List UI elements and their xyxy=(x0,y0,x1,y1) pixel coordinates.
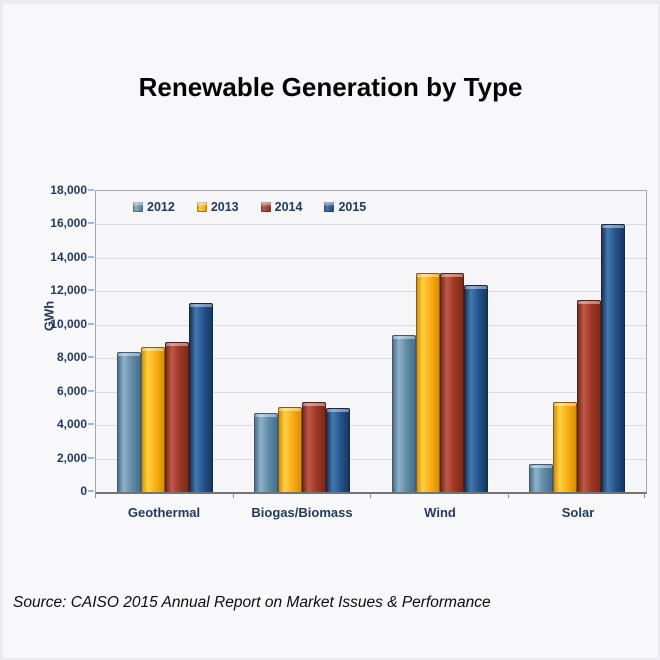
bar-2012-wind xyxy=(391,334,416,492)
x-tick-mark xyxy=(644,493,645,498)
bar-top-highlight xyxy=(165,342,188,346)
legend-swatch-2015 xyxy=(324,202,335,212)
chart-title: Renewable Generation by Type xyxy=(138,72,523,102)
gridline xyxy=(96,224,646,226)
y-tick-mark xyxy=(88,456,94,459)
legend-label: 2015 xyxy=(338,200,367,214)
bar-group-geothermal xyxy=(96,191,234,492)
y-tick-label: 12,000 xyxy=(50,283,87,298)
y-tick-label: 10,000 xyxy=(50,316,87,331)
y-tick-label: 16,000 xyxy=(50,216,87,231)
bar-top-highlight xyxy=(279,407,302,411)
gridline xyxy=(96,425,646,427)
y-tick-mark xyxy=(88,255,94,258)
gridline xyxy=(96,458,646,460)
chart-card: Renewable Generation by Type GWh 0 2,000 4… xyxy=(3,4,658,658)
legend-item-2012: 2012 xyxy=(133,200,175,214)
bar-top-highlight xyxy=(303,402,326,406)
legend-swatch-2014 xyxy=(260,202,271,212)
x-tick-mark xyxy=(370,493,371,498)
bar-2013-biogas-biomass xyxy=(278,406,303,492)
x-tick-mark xyxy=(232,493,234,498)
y-tick-mark xyxy=(88,222,94,225)
gridline xyxy=(96,257,646,259)
bar-2015-wind xyxy=(463,284,488,492)
y-tick-label: 6,000 xyxy=(56,383,87,398)
y-tick-label: 2,000 xyxy=(56,450,87,465)
bar-top-highlight xyxy=(554,402,577,406)
bar-2015-geothermal xyxy=(188,303,213,492)
legend: 2012 2013 2014 2015 xyxy=(133,200,366,214)
bar-top-highlight xyxy=(602,225,625,229)
plot-area: 2012 2013 2014 2015 xyxy=(95,190,647,494)
bar-top-highlight xyxy=(327,409,350,413)
y-tick-mark xyxy=(88,289,94,292)
bar-top-highlight xyxy=(392,335,415,339)
x-axis-label: Geothermal xyxy=(127,505,201,520)
gridline xyxy=(96,291,646,293)
legend-item-2014: 2014 xyxy=(260,200,303,214)
bar-top-highlight xyxy=(189,304,212,308)
bar-top-highlight xyxy=(255,414,278,418)
x-tick-mark xyxy=(507,493,509,498)
y-tick-label: 0 xyxy=(80,484,87,498)
bar-2013-wind xyxy=(415,272,440,492)
x-axis-labels: Geothermal Biogas/Biomass Wind Solar xyxy=(95,505,647,520)
y-axis-tick-marks xyxy=(88,189,94,492)
y-tick-mark xyxy=(88,189,94,191)
bar-2012-biogas-biomass xyxy=(254,413,279,492)
legend-item-2015: 2015 xyxy=(324,200,366,214)
bar-2015-biogas-biomass xyxy=(326,408,351,492)
bar-top-highlight xyxy=(117,352,140,356)
y-tick-mark xyxy=(88,322,94,325)
bar-2014-biogas-biomass xyxy=(302,401,327,492)
bar-2015-solar xyxy=(601,224,626,492)
legend-label: 2012 xyxy=(147,200,175,214)
x-axis-tick-marks xyxy=(95,493,647,498)
gridline xyxy=(96,391,646,393)
bar-group-solar xyxy=(509,191,647,492)
gridline xyxy=(96,324,646,326)
y-axis-tick-labels: 0 2,000 4,000 6,000 8,000 10,000 12,000 14,000 1… xyxy=(7,184,87,497)
bar-top-highlight xyxy=(440,273,463,277)
legend-swatch-2012 xyxy=(133,202,143,212)
x-tick-mark xyxy=(95,493,96,498)
bar-2013-solar xyxy=(553,401,578,492)
y-tick-mark xyxy=(88,490,94,492)
y-tick-label: 8,000 xyxy=(56,350,87,365)
x-axis-label: Biogas/Biomass xyxy=(251,505,353,520)
bar-2014-geothermal xyxy=(164,341,189,492)
bar-2012-geothermal xyxy=(116,351,141,492)
bar-top-highlight xyxy=(141,347,164,351)
source-note: Source: CAISO 2015 Annual Report on Mark… xyxy=(13,594,491,611)
bar-group-biogas-biomass xyxy=(234,191,372,492)
x-axis-label: Wind xyxy=(424,505,456,520)
y-tick-label: 18,000 xyxy=(50,183,87,197)
bar-top-highlight xyxy=(416,273,439,277)
y-tick-label: 4,000 xyxy=(56,417,87,432)
bar-group-wind xyxy=(371,191,509,492)
bar-top-highlight xyxy=(464,285,487,289)
y-tick-label: 14,000 xyxy=(50,249,87,264)
legend-label: 2014 xyxy=(274,200,303,214)
bar-top-highlight xyxy=(578,300,601,304)
legend-item-2013: 2013 xyxy=(196,200,239,214)
bar-2013-geothermal xyxy=(140,346,165,492)
bar-2012-solar xyxy=(529,463,554,492)
gridline xyxy=(96,358,646,360)
bar-2014-solar xyxy=(577,299,602,492)
y-tick-mark xyxy=(88,356,94,359)
bar-2014-wind xyxy=(439,272,464,492)
bar-top-highlight xyxy=(530,464,553,468)
legend-label: 2013 xyxy=(210,200,239,214)
legend-swatch-2013 xyxy=(196,202,207,212)
x-axis-label: Solar xyxy=(561,505,595,520)
y-tick-mark xyxy=(88,389,94,392)
bar-groups xyxy=(96,191,646,492)
y-tick-mark xyxy=(88,423,94,426)
